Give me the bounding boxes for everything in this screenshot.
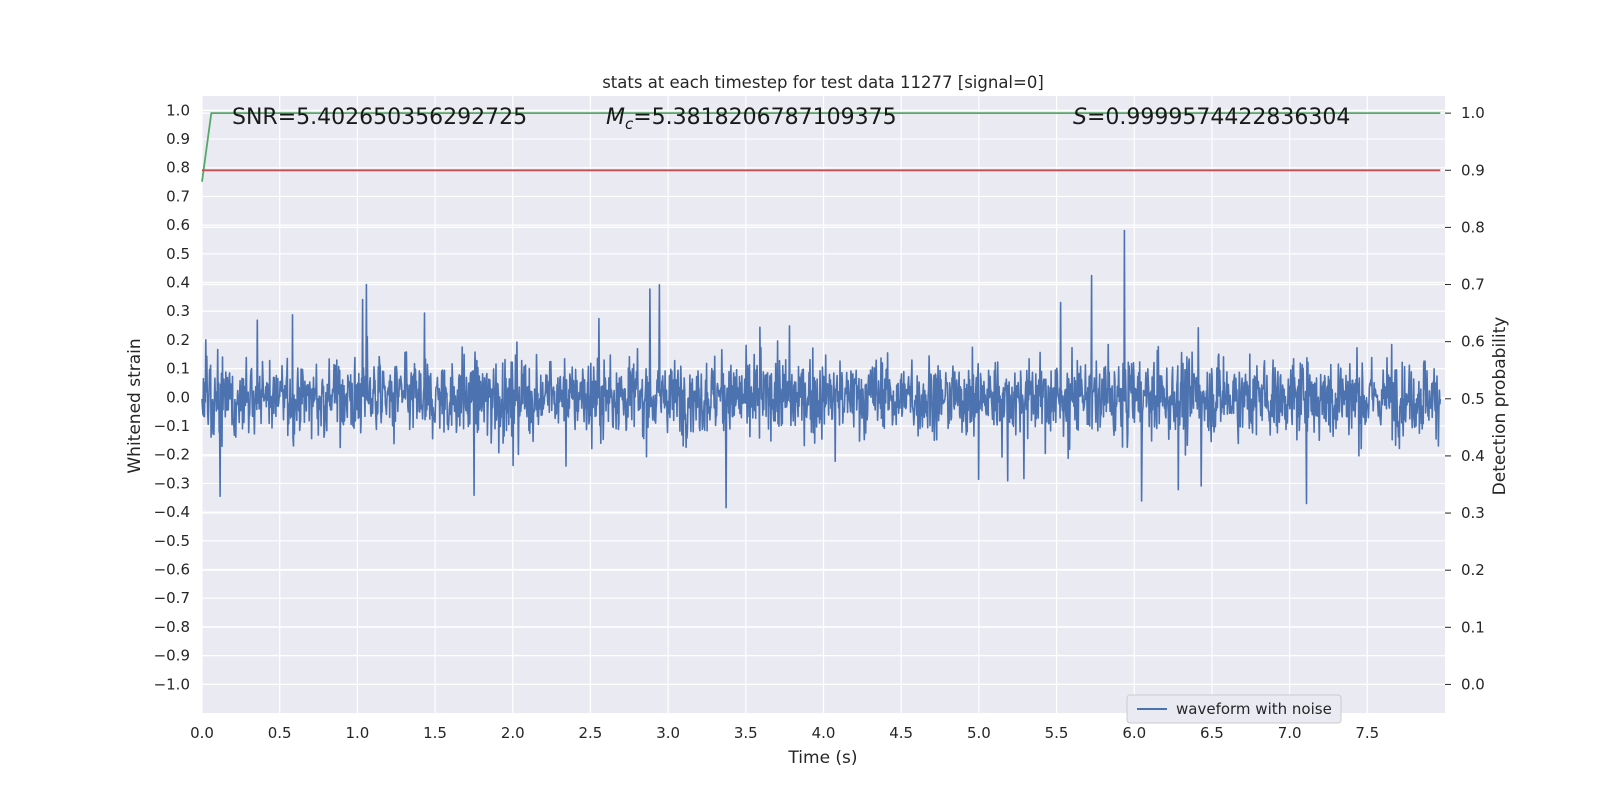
detection-probability-line — [201, 112, 1441, 182]
x-tick-label: 7.5 — [1355, 724, 1379, 742]
y-left-tick-label: −0.3 — [154, 474, 190, 492]
legend-box — [1126, 694, 1342, 724]
y-right-tick-label: 0.1 — [1461, 618, 1485, 636]
grid-y — [202, 109, 1445, 686]
mc-value: =5.3818206787109375 — [633, 105, 896, 130]
y-left-tick-label: 0.0 — [166, 388, 190, 406]
y-right-tick-label: 0.2 — [1461, 561, 1485, 579]
s-value: =0.9999574422836304 — [1087, 105, 1350, 130]
y-left-tick-label: −0.8 — [154, 618, 190, 636]
y-right-tick-label: 0.7 — [1461, 276, 1485, 294]
x-tick-label: 3.5 — [734, 724, 758, 742]
x-tick-label: 4.5 — [889, 724, 913, 742]
probability-series — [201, 112, 1441, 182]
x-tick-label: 1.5 — [423, 724, 447, 742]
y-left-tick-label: 0.1 — [166, 360, 190, 378]
y-left-tick-label: −1.0 — [154, 675, 190, 693]
x-tick-labels: 0.0 0.5 1.0 1.5 2.0 2.5 3.0 3.5 4.0 4.5 5.0 5.5 6.0 6… — [190, 724, 1379, 742]
snr-annotation: SNR=5.402650356292725 — [232, 105, 527, 130]
y-right-tick-label: 0.9 — [1461, 161, 1485, 179]
x-tick-label: 6.5 — [1200, 724, 1224, 742]
y-right-tick-label: 0.3 — [1461, 504, 1485, 522]
y-left-tick-label: −0.9 — [154, 647, 190, 665]
s-annotation: S=0.9999574422836304 — [1073, 105, 1350, 130]
x-tick-label: 5.0 — [967, 724, 991, 742]
y-right-tick-label: 0.4 — [1461, 447, 1485, 465]
y-right-axis-label: Detection probability — [1490, 317, 1510, 496]
y-left-tick-label: −0.4 — [154, 503, 190, 521]
y-left-tick-label: 0.9 — [166, 130, 190, 148]
x-tick-label: 5.5 — [1045, 724, 1069, 742]
y-left-tick-labels: 1.0 0.9 0.8 0.7 0.6 0.5 0.4 0.3 0.2 0.1 0.0 −0.1 −0.… — [154, 101, 190, 693]
y-left-tick-label: 0.8 — [166, 159, 190, 177]
x-tick-label: 2.0 — [501, 724, 525, 742]
mc-subscript: c — [625, 115, 634, 133]
y-left-axis-label: Whitened strain — [125, 338, 145, 473]
y-right-tick-label: 0.6 — [1461, 333, 1485, 351]
y-left-tick-label: −0.5 — [154, 532, 190, 550]
x-tick-label: 3.0 — [656, 724, 680, 742]
x-tick-label: 0.5 — [268, 724, 292, 742]
y-left-tick-label: 1.0 — [166, 101, 190, 119]
x-tick-label: 6.0 — [1122, 724, 1146, 742]
y-left-tick-label: −0.6 — [154, 561, 190, 579]
x-tick-label: 1.0 — [345, 724, 369, 742]
x-tick-label: 0.0 — [190, 724, 214, 742]
y-right-tick-label: 1.0 — [1461, 104, 1485, 122]
mc-annotation: Mc=5.3818206787109375 — [606, 105, 897, 133]
y-left-tick-label: 0.7 — [166, 187, 190, 205]
waveform-line — [201, 229, 1442, 509]
y-left-tick-label: 0.3 — [166, 302, 190, 320]
y-left-tick-label: 0.5 — [166, 245, 190, 263]
y-left-tick-label: −0.2 — [154, 446, 190, 464]
x-axis-label: Time (s) — [787, 748, 857, 768]
y-left-tick-label: −0.1 — [154, 417, 190, 435]
x-tick-label: 2.5 — [579, 724, 603, 742]
mc-symbol: M — [606, 105, 625, 130]
y-right-tick-labels: 1.0 0.9 0.8 0.7 0.6 0.5 0.4 0.3 0.2 0.1 0.0 — [1445, 104, 1485, 693]
legend: waveform with noise — [1126, 694, 1342, 724]
y-left-tick-label: −0.7 — [154, 589, 190, 607]
y-left-tick-label: 0.2 — [166, 331, 190, 349]
waveform-series — [201, 229, 1442, 509]
chart-title: stats at each timestep for test data 112… — [602, 73, 1044, 92]
y-right-tick-label: 0.0 — [1461, 675, 1485, 693]
y-left-tick-label: 0.4 — [166, 274, 190, 292]
x-tick-label: 7.0 — [1278, 724, 1302, 742]
y-right-tick-label: 0.5 — [1461, 390, 1485, 408]
x-tick-label: 4.0 — [812, 724, 836, 742]
legend-entry: waveform with noise — [1176, 700, 1332, 718]
s-symbol: S — [1073, 105, 1087, 130]
y-left-tick-label: 0.6 — [166, 216, 190, 234]
y-right-tick-label: 0.8 — [1461, 218, 1485, 236]
